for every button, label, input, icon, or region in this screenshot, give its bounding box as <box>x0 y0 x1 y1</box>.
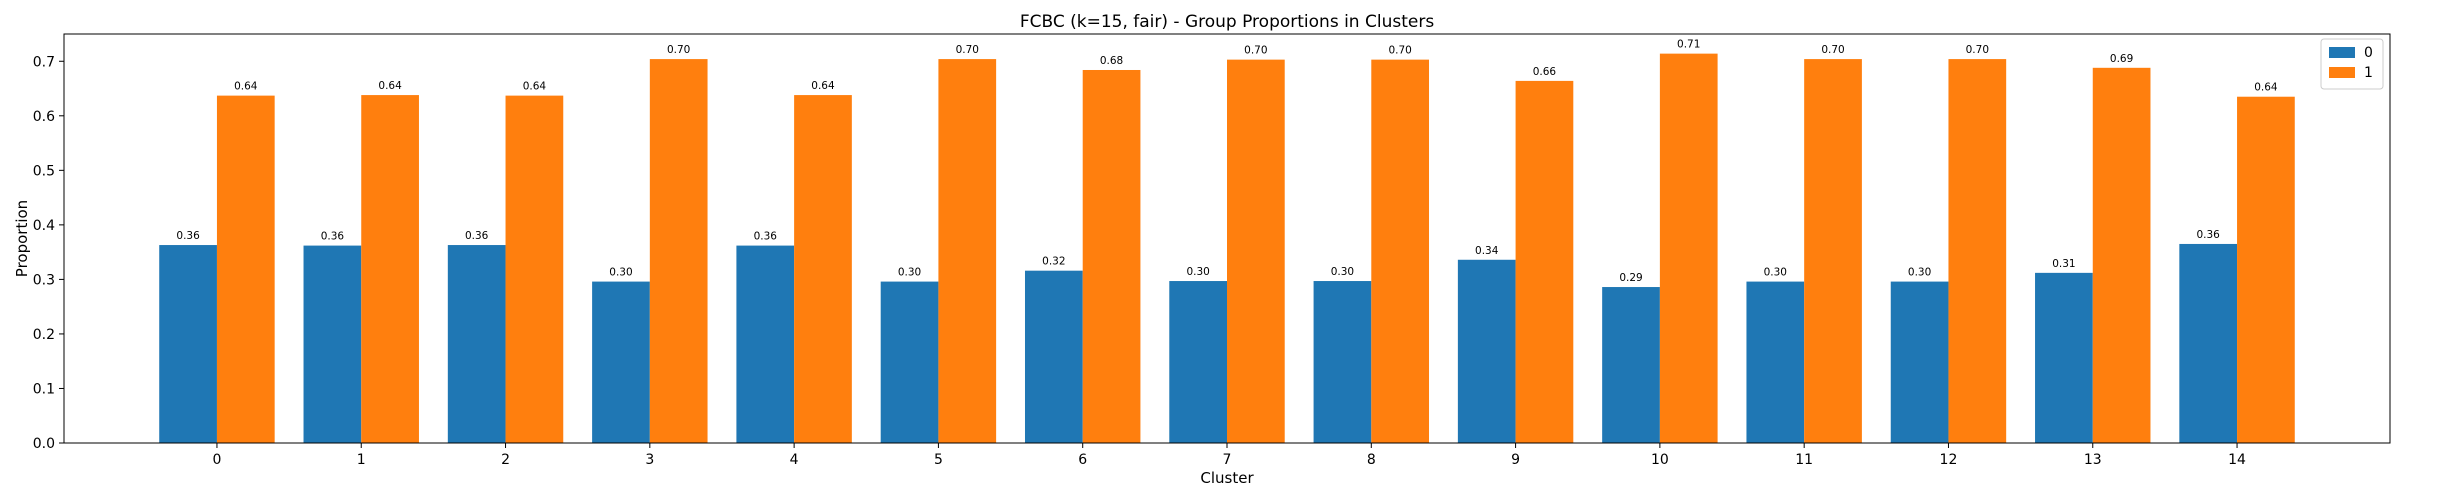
bar-series-1-cluster-6 <box>1082 69 1141 443</box>
x-axis-title: Cluster <box>1200 469 1254 487</box>
y-tick-label-0.2: 0.2 <box>33 327 55 343</box>
data-label-series-1-cluster-11: 0.70 <box>1821 44 1844 56</box>
data-label-series-1-cluster-5: 0.70 <box>956 44 979 56</box>
y-tick-label-0.5: 0.5 <box>33 163 55 179</box>
bar-series-1-cluster-11 <box>1804 59 1862 444</box>
data-label-series-1-cluster-0: 0.64 <box>234 81 258 93</box>
bar-series-0-cluster-10 <box>1602 287 1660 443</box>
x-tick-label-11: 11 <box>1795 452 1813 468</box>
bar-series-1-cluster-14 <box>2237 96 2295 444</box>
bars-layer <box>159 53 2295 444</box>
data-labels-layer: 0.36 0.36 0.36 0.30 0.36 0.30 0.32 0.30 0.30 0.34… <box>176 39 2278 284</box>
data-label-series-1-cluster-3: 0.70 <box>667 44 690 56</box>
data-label-series-1-cluster-13: 0.69 <box>2110 53 2133 65</box>
y-tick-label-0.4: 0.4 <box>33 218 55 234</box>
data-label-series-0-cluster-12: 0.30 <box>1908 267 1931 279</box>
data-label-series-1-cluster-4: 0.64 <box>811 80 835 92</box>
data-label-series-0-cluster-8: 0.30 <box>1331 266 1354 278</box>
bar-series-0-cluster-12 <box>1890 281 1949 443</box>
bar-series-1-cluster-2 <box>505 95 564 443</box>
bar-series-0-cluster-9 <box>1457 259 1516 443</box>
data-label-series-0-cluster-3: 0.30 <box>609 267 632 279</box>
x-tick-label-2: 2 <box>501 452 510 468</box>
data-label-series-1-cluster-9: 0.66 <box>1533 66 1557 78</box>
bar-series-1-cluster-4 <box>794 95 852 443</box>
bar-series-1-cluster-7 <box>1227 59 1285 443</box>
x-tick-label-8: 8 <box>1367 452 1376 468</box>
legend-box <box>2320 38 2384 90</box>
legend: 01 <box>2320 38 2384 90</box>
data-label-series-0-cluster-0: 0.36 <box>176 230 200 242</box>
data-label-series-1-cluster-10: 0.71 <box>1677 39 1700 51</box>
bar-series-0-cluster-3 <box>592 281 650 443</box>
data-label-series-1-cluster-2: 0.64 <box>523 81 547 93</box>
bar-series-0-cluster-1 <box>303 245 362 443</box>
axes-layer: 0.00.10.20.30.40.50.60.70 1 2 3 4 5 6 7 8 9 10 11 12… <box>33 33 2391 468</box>
data-label-series-0-cluster-9: 0.34 <box>1475 245 1499 257</box>
data-label-series-1-cluster-12: 0.70 <box>1966 44 1989 56</box>
bar-series-1-cluster-9 <box>1515 80 1574 443</box>
y-tick-label-0.3: 0.3 <box>33 272 55 288</box>
bar-series-1-cluster-1 <box>361 95 419 443</box>
data-label-series-0-cluster-2: 0.36 <box>465 230 489 242</box>
legend-swatch-1 <box>2329 67 2355 78</box>
x-tick-label-13: 13 <box>2084 452 2102 468</box>
chart-title: FCBC (k=15, fair) - Group Proportions in… <box>1020 12 1435 32</box>
x-tick-label-10: 10 <box>1651 452 1669 468</box>
bar-series-0-cluster-4 <box>736 245 795 443</box>
bar-series-0-cluster-14 <box>2179 243 2238 443</box>
data-label-series-0-cluster-4: 0.36 <box>754 231 778 243</box>
x-tick-label-3: 3 <box>645 452 654 468</box>
data-label-series-0-cluster-14: 0.36 <box>2196 229 2220 241</box>
data-label-series-0-cluster-11: 0.30 <box>1764 267 1787 279</box>
bar-series-0-cluster-6 <box>1024 270 1083 443</box>
x-tick-label-6: 6 <box>1078 452 1087 468</box>
x-tick-label-5: 5 <box>934 452 943 468</box>
bar-series-1-cluster-13 <box>2092 67 2151 443</box>
y-tick-label-0.6: 0.6 <box>33 109 55 125</box>
data-label-series-0-cluster-10: 0.29 <box>1619 272 1642 284</box>
x-tick-label-1: 1 <box>357 452 366 468</box>
data-label-series-0-cluster-1: 0.36 <box>321 231 345 243</box>
bar-series-0-cluster-2 <box>447 245 506 443</box>
bar-series-0-cluster-11 <box>1746 281 1805 443</box>
x-tick-label-14: 14 <box>2228 452 2246 468</box>
bar-series-0-cluster-13 <box>2035 272 2093 443</box>
bar-series-0-cluster-5 <box>880 281 939 443</box>
bar-series-1-cluster-10 <box>1659 53 1718 444</box>
y-tick-label-0.7: 0.7 <box>33 54 55 70</box>
bar-series-0-cluster-8 <box>1313 281 1372 443</box>
data-label-series-1-cluster-7: 0.70 <box>1244 45 1267 57</box>
bar-series-1-cluster-3 <box>649 59 708 444</box>
bar-series-1-cluster-12 <box>1948 59 2007 444</box>
x-tick-label-4: 4 <box>790 452 799 468</box>
x-tick-label-9: 9 <box>1511 452 1520 468</box>
data-label-series-0-cluster-5: 0.30 <box>898 267 921 279</box>
data-label-series-0-cluster-7: 0.30 <box>1186 266 1209 278</box>
bar-series-1-cluster-8 <box>1371 59 1430 443</box>
data-label-series-1-cluster-6: 0.68 <box>1100 55 1123 67</box>
legend-label-1: 1 <box>2364 65 2373 81</box>
y-axis-title: Proportion <box>13 200 31 277</box>
data-label-series-0-cluster-13: 0.31 <box>2052 258 2075 270</box>
data-label-series-1-cluster-8: 0.70 <box>1388 45 1411 57</box>
y-tick-label-0.0: 0.0 <box>33 436 55 452</box>
bar-series-1-cluster-5 <box>938 59 997 444</box>
bar-series-0-cluster-0 <box>159 245 217 443</box>
x-tick-label-0: 0 <box>212 452 221 468</box>
bar-series-0-cluster-7 <box>1169 281 1227 443</box>
legend-swatch-0 <box>2329 47 2355 58</box>
data-label-series-0-cluster-6: 0.32 <box>1042 256 1065 268</box>
data-label-series-1-cluster-1: 0.64 <box>378 80 402 92</box>
bar-series-1-cluster-0 <box>216 95 275 443</box>
y-tick-label-0.1: 0.1 <box>33 381 55 397</box>
x-tick-label-7: 7 <box>1223 452 1232 468</box>
x-tick-label-12: 12 <box>1940 452 1958 468</box>
data-label-series-1-cluster-14: 0.64 <box>2254 82 2278 94</box>
legend-label-0: 0 <box>2364 45 2373 61</box>
